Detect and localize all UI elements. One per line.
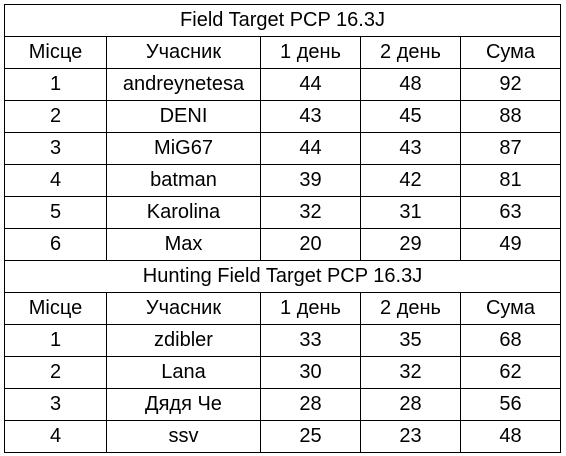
- day2-cell: 35: [360, 324, 461, 357]
- participant-cell: Max: [106, 228, 261, 261]
- participant-cell: zdibler: [106, 324, 261, 357]
- day2-cell: 48: [360, 68, 461, 101]
- place-cell: 6: [4, 228, 107, 261]
- participant-cell: Karolina: [106, 196, 261, 229]
- table-row: 1 zdibler 33 35 68: [4, 324, 561, 357]
- sum-cell: 56: [460, 388, 561, 421]
- table-row: 3 MiG67 44 43 87: [4, 132, 561, 165]
- place-cell: 5: [4, 196, 107, 229]
- sum-cell: 48: [460, 420, 561, 453]
- participant-cell: andreynetesa: [106, 68, 261, 101]
- day2-cell: 45: [360, 100, 461, 133]
- sum-cell: 68: [460, 324, 561, 357]
- day1-cell: 44: [260, 132, 361, 165]
- header-day1: 1 день: [260, 292, 361, 325]
- place-cell: 3: [4, 388, 107, 421]
- results-table: Field Target PCP 16.3J Місце Учасник 1 д…: [4, 4, 561, 453]
- day2-cell: 43: [360, 132, 461, 165]
- sum-cell: 63: [460, 196, 561, 229]
- day1-cell: 39: [260, 164, 361, 197]
- table-row: 6 Max 20 29 49: [4, 228, 561, 261]
- table-row: 4 ssv 25 23 48: [4, 420, 561, 453]
- section-title-row: Hunting Field Target PCP 16.3J: [4, 260, 561, 293]
- sum-cell: 81: [460, 164, 561, 197]
- day1-cell: 32: [260, 196, 361, 229]
- header-row: Місце Учасник 1 день 2 день Сума: [4, 292, 561, 325]
- day2-cell: 31: [360, 196, 461, 229]
- participant-cell: ssv: [106, 420, 261, 453]
- section-title-row: Field Target PCP 16.3J: [4, 4, 561, 37]
- sum-cell: 87: [460, 132, 561, 165]
- place-cell: 3: [4, 132, 107, 165]
- day2-cell: 32: [360, 356, 461, 389]
- header-row: Місце Учасник 1 день 2 день Сума: [4, 36, 561, 69]
- header-place: Місце: [4, 36, 107, 69]
- header-participant: Учасник: [106, 292, 261, 325]
- day1-cell: 33: [260, 324, 361, 357]
- place-cell: 2: [4, 100, 107, 133]
- day2-cell: 29: [360, 228, 461, 261]
- header-place: Місце: [4, 292, 107, 325]
- participant-cell: Дядя Че: [106, 388, 261, 421]
- place-cell: 4: [4, 164, 107, 197]
- sum-cell: 62: [460, 356, 561, 389]
- participant-cell: DENI: [106, 100, 261, 133]
- section-title: Field Target PCP 16.3J: [4, 4, 561, 37]
- day2-cell: 42: [360, 164, 461, 197]
- day1-cell: 25: [260, 420, 361, 453]
- table-row: 2 Lana 30 32 62: [4, 356, 561, 389]
- place-cell: 1: [4, 68, 107, 101]
- participant-cell: MiG67: [106, 132, 261, 165]
- sum-cell: 92: [460, 68, 561, 101]
- table-row: 1 andreynetesa 44 48 92: [4, 68, 561, 101]
- place-cell: 4: [4, 420, 107, 453]
- header-day1: 1 день: [260, 36, 361, 69]
- place-cell: 2: [4, 356, 107, 389]
- header-sum: Сума: [460, 292, 561, 325]
- header-participant: Учасник: [106, 36, 261, 69]
- header-day2: 2 день: [360, 36, 461, 69]
- day1-cell: 30: [260, 356, 361, 389]
- sum-cell: 88: [460, 100, 561, 133]
- day2-cell: 23: [360, 420, 461, 453]
- table-row: 4 batman 39 42 81: [4, 164, 561, 197]
- day1-cell: 20: [260, 228, 361, 261]
- sum-cell: 49: [460, 228, 561, 261]
- table-row: 2 DENI 43 45 88: [4, 100, 561, 133]
- day2-cell: 28: [360, 388, 461, 421]
- table-row: 3 Дядя Че 28 28 56: [4, 388, 561, 421]
- table-row: 5 Karolina 32 31 63: [4, 196, 561, 229]
- header-sum: Сума: [460, 36, 561, 69]
- place-cell: 1: [4, 324, 107, 357]
- section-title: Hunting Field Target PCP 16.3J: [4, 260, 561, 293]
- header-day2: 2 день: [360, 292, 461, 325]
- day1-cell: 28: [260, 388, 361, 421]
- participant-cell: batman: [106, 164, 261, 197]
- day1-cell: 43: [260, 100, 361, 133]
- participant-cell: Lana: [106, 356, 261, 389]
- day1-cell: 44: [260, 68, 361, 101]
